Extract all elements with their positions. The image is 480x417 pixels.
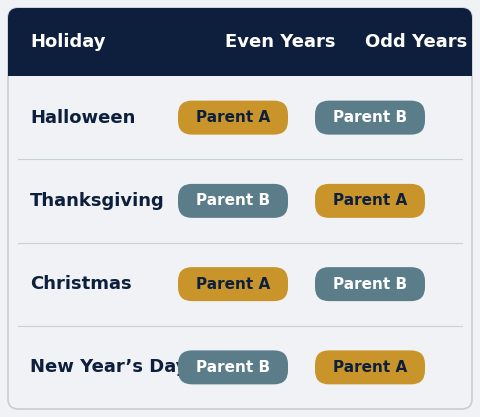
Text: Parent B: Parent B bbox=[333, 276, 407, 291]
Text: Odd Years: Odd Years bbox=[365, 33, 467, 51]
Text: Parent B: Parent B bbox=[196, 193, 270, 208]
Text: Parent A: Parent A bbox=[333, 360, 407, 375]
FancyBboxPatch shape bbox=[315, 100, 425, 135]
FancyBboxPatch shape bbox=[315, 267, 425, 301]
FancyBboxPatch shape bbox=[315, 350, 425, 384]
FancyBboxPatch shape bbox=[178, 267, 288, 301]
Text: Parent A: Parent A bbox=[196, 110, 270, 125]
Text: Parent A: Parent A bbox=[333, 193, 407, 208]
Text: Thanksgiving: Thanksgiving bbox=[30, 192, 165, 210]
FancyBboxPatch shape bbox=[178, 184, 288, 218]
Text: Parent B: Parent B bbox=[333, 110, 407, 125]
Text: Holiday: Holiday bbox=[30, 33, 106, 51]
Text: New Year’s Day: New Year’s Day bbox=[30, 358, 188, 377]
Bar bbox=[8, 42, 472, 76]
Text: Parent A: Parent A bbox=[196, 276, 270, 291]
Text: Even Years: Even Years bbox=[225, 33, 336, 51]
Text: Parent B: Parent B bbox=[196, 360, 270, 375]
FancyBboxPatch shape bbox=[315, 184, 425, 218]
Text: Halloween: Halloween bbox=[30, 108, 135, 127]
FancyBboxPatch shape bbox=[178, 100, 288, 135]
FancyBboxPatch shape bbox=[8, 8, 472, 76]
FancyBboxPatch shape bbox=[8, 8, 472, 409]
Text: Christmas: Christmas bbox=[30, 275, 132, 293]
FancyBboxPatch shape bbox=[178, 350, 288, 384]
